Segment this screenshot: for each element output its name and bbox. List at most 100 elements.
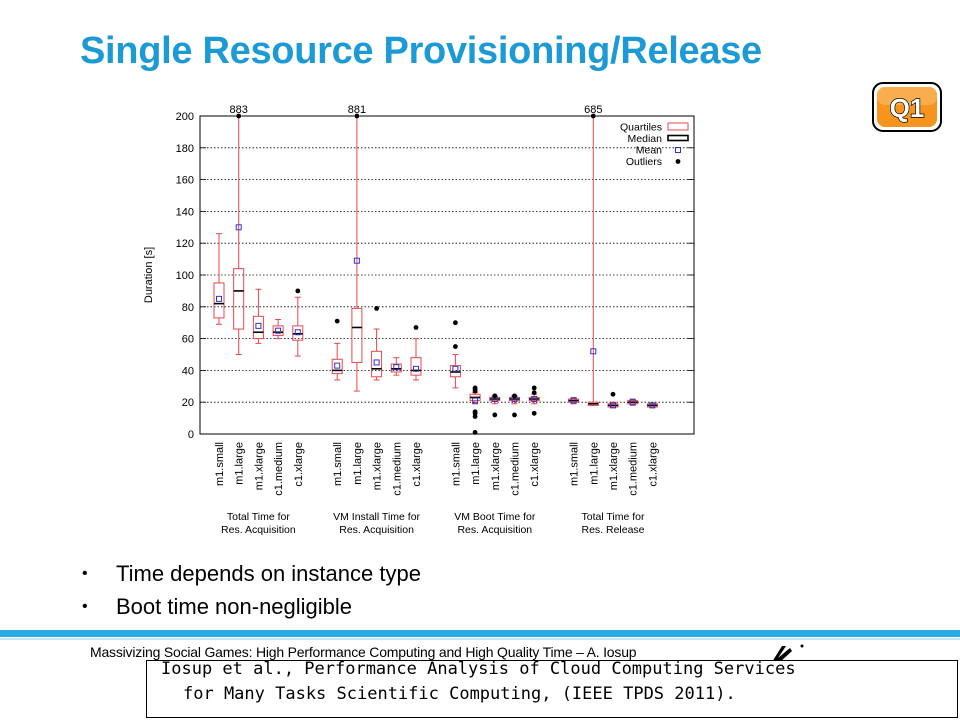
y-tick-label: 140 xyxy=(176,206,194,218)
mean-marker xyxy=(590,348,597,355)
mean-marker xyxy=(629,399,636,406)
y-tick-label: 40 xyxy=(182,365,194,377)
legend-label: Outliers xyxy=(626,156,662,168)
x-tick-label: c1.medium xyxy=(391,442,403,496)
legend-swatch-outliers xyxy=(675,159,681,164)
x-tick-label: c1.medium xyxy=(273,442,285,496)
x-tick-label: m1.large xyxy=(234,442,246,485)
y-axis-title: Duration [s] xyxy=(143,247,155,303)
university-logo-icon xyxy=(772,644,804,662)
outlier-point xyxy=(453,344,458,349)
legend-label: Mean xyxy=(636,145,662,157)
group-label: Total Time for xyxy=(227,511,291,523)
legend-swatch-mean xyxy=(675,147,681,153)
legend-swatch-quartiles xyxy=(667,122,689,131)
outlier-point xyxy=(236,113,242,119)
annotation-label: 883 xyxy=(230,104,248,116)
x-tick-label: m1.large xyxy=(588,442,600,485)
y-tick-label: 160 xyxy=(176,175,194,187)
citation-line: for Many Tasks Scientific Computing, (IE… xyxy=(183,684,736,704)
quartile-box xyxy=(331,358,343,375)
quartile-box xyxy=(213,282,225,319)
x-tick-label: c1.xlarge xyxy=(647,442,659,487)
y-tick-label: 20 xyxy=(182,397,194,409)
x-tick-label: m1.small xyxy=(569,442,581,486)
outlier-point xyxy=(453,320,458,326)
quartile-box xyxy=(410,357,422,376)
mean-marker xyxy=(294,329,301,336)
x-tick-label: m1.xlarge xyxy=(372,442,384,490)
bullet-item: Time depends on instance type xyxy=(82,560,421,593)
mean-marker xyxy=(649,402,656,409)
y-tick-label: 200 xyxy=(176,111,194,123)
x-tick-label: m1.xlarge xyxy=(253,442,265,490)
mean-marker xyxy=(235,224,242,231)
outlier-point xyxy=(492,412,498,418)
footer-band xyxy=(0,630,960,637)
mean-marker xyxy=(413,365,419,372)
y-tick-label: 80 xyxy=(182,302,194,314)
x-tick-label: c1.xlarge xyxy=(293,442,305,487)
outlier-point xyxy=(531,390,537,396)
y-tick-label: 100 xyxy=(176,270,194,282)
mean-marker xyxy=(334,362,341,369)
y-tick-label: 0 xyxy=(188,429,194,441)
group-label: VM Boot Time for xyxy=(454,511,536,523)
legend-label: Median xyxy=(628,133,663,145)
outlier-point xyxy=(334,318,340,324)
outlier-point xyxy=(472,409,478,415)
annotation-label: 881 xyxy=(348,104,366,116)
legend-swatch-median xyxy=(667,134,689,142)
outlier-point xyxy=(492,393,498,399)
bullet-item: Boot time non-negligible xyxy=(82,593,421,626)
legend-label: Quartiles xyxy=(620,122,662,134)
outlier-point xyxy=(472,430,478,435)
q1-badge: Q1 xyxy=(872,82,942,132)
mean-marker xyxy=(275,327,282,334)
y-tick-label: 180 xyxy=(176,143,194,155)
group-label: Res. Release xyxy=(581,524,644,536)
outlier-point xyxy=(531,385,537,391)
q1-badge-label: Q1 xyxy=(890,93,925,123)
outlier-point xyxy=(531,410,537,416)
annotation-label: 685 xyxy=(584,104,602,116)
x-tick-label: m1.small xyxy=(214,442,226,486)
quartile-box xyxy=(233,268,245,330)
slide-title: Single Resource Provisioning/Release xyxy=(80,30,762,72)
outlier-point xyxy=(413,325,419,330)
bullet-list: Time depends on instance type Boot time … xyxy=(82,560,421,626)
outlier-point xyxy=(472,385,478,391)
y-tick-label: 60 xyxy=(182,334,194,346)
group-label: Res. Acquisition xyxy=(221,524,296,536)
outlier-point xyxy=(512,393,517,399)
mean-marker xyxy=(570,397,577,404)
group-label: Res. Acquisition xyxy=(339,524,414,536)
outlier-point xyxy=(354,113,360,119)
x-tick-label: m1.small xyxy=(332,442,344,486)
x-tick-label: c1.medium xyxy=(628,442,640,496)
outlier-point xyxy=(512,412,517,418)
mean-marker xyxy=(531,396,538,403)
axes xyxy=(199,115,695,435)
quartile-box xyxy=(252,315,264,340)
mean-marker xyxy=(216,295,222,302)
x-tick-label: c1.xlarge xyxy=(529,442,541,487)
axis-labels: 0 20 40 60 80 100 120 140 160 180 200 Duration [s] m… xyxy=(143,104,659,536)
x-tick-label: m1.large xyxy=(470,442,482,485)
outlier-point xyxy=(374,305,379,311)
footer-credit: Massivizing Social Games: High Performan… xyxy=(90,644,637,660)
footer-band-light xyxy=(0,638,960,640)
grid-lines xyxy=(200,115,694,403)
x-tick-label: c1.medium xyxy=(510,442,522,496)
mean-marker xyxy=(393,364,400,371)
mean-marker xyxy=(610,402,616,409)
mean-marker xyxy=(452,365,459,372)
mean-marker xyxy=(373,359,380,366)
x-tick-label: m1.xlarge xyxy=(490,442,502,490)
group-label: Total Time for xyxy=(581,511,645,523)
citation-box: Iosup et al., Performance Analysis of Cl… xyxy=(146,659,958,718)
outlier-point xyxy=(590,113,596,119)
quartile-box xyxy=(272,325,284,336)
quartile-box xyxy=(351,307,363,363)
